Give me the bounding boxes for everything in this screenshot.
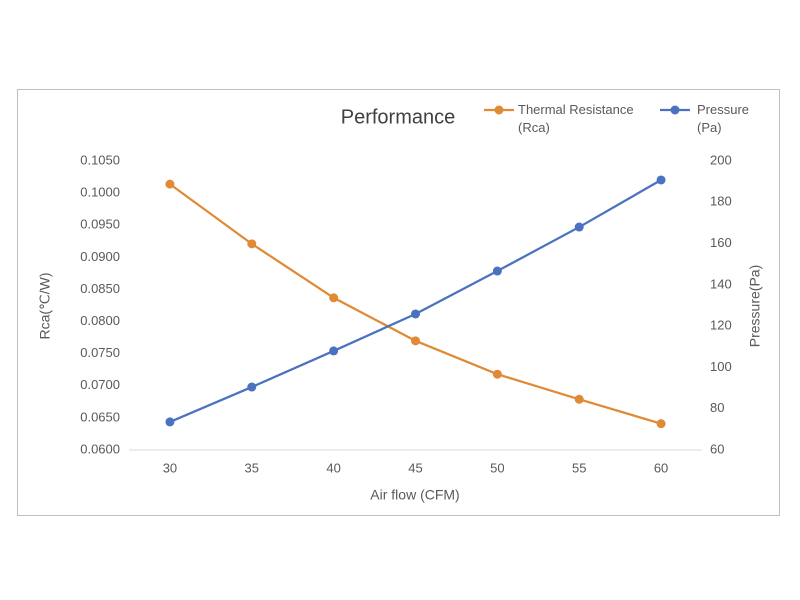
- y-tick-label: 0.1050: [80, 152, 120, 167]
- y-tick-label: 0.0700: [80, 377, 120, 392]
- data-point: [656, 419, 666, 429]
- data-point: [492, 369, 502, 379]
- y2-tick-label: 100: [710, 359, 732, 374]
- x-tick-label: 35: [245, 460, 259, 475]
- x-axis-title: Air flow (CFM): [370, 487, 459, 503]
- y2-tick-label: 120: [710, 318, 732, 333]
- legend-marker: [494, 105, 504, 115]
- data-point: [574, 394, 584, 404]
- y2-tick-label: 60: [710, 441, 724, 456]
- y2-tick-label: 160: [710, 235, 732, 250]
- y-tick-label: 0.0850: [80, 281, 120, 296]
- data-point: [247, 239, 257, 249]
- y-tick-label: 0.0900: [80, 249, 120, 264]
- x-tick-label: 45: [408, 460, 422, 475]
- data-point: [165, 417, 175, 427]
- data-point: [656, 175, 666, 185]
- x-tick-label: 55: [572, 460, 586, 475]
- chart-frame: [17, 89, 780, 516]
- data-point: [329, 346, 339, 356]
- data-point: [165, 179, 175, 189]
- y2-tick-label: 200: [710, 152, 732, 167]
- x-tick-label: 60: [654, 460, 668, 475]
- data-point: [411, 336, 420, 346]
- y-tick-label: 0.0750: [80, 345, 120, 360]
- y2-tick-label: 140: [710, 276, 732, 291]
- x-tick-label: 40: [326, 460, 340, 475]
- y2-axis-title: Pressure(Pa): [747, 265, 763, 347]
- x-tick-label: 30: [163, 460, 177, 475]
- legend-marker: [670, 105, 680, 115]
- chart-title: Performance: [341, 106, 456, 128]
- legend-label: Thermal Resistance (Rca): [518, 102, 634, 135]
- y-tick-label: 0.0650: [80, 409, 120, 424]
- x-tick-label: 50: [490, 460, 504, 475]
- y-tick-label: 0.0950: [80, 217, 120, 232]
- y2-tick-label: 80: [710, 400, 724, 415]
- data-point: [411, 309, 420, 319]
- legend-label: Pressure (Pa): [697, 102, 750, 135]
- y-tick-label: 0.1000: [80, 185, 120, 200]
- y-tick-label: 0.0800: [80, 313, 120, 328]
- data-point: [247, 382, 257, 392]
- data-point: [329, 293, 339, 303]
- y-tick-label: 0.0600: [80, 441, 120, 456]
- y2-tick-label: 180: [710, 194, 732, 209]
- y-axis-title: Rca(℃/W): [37, 272, 53, 339]
- data-point: [492, 266, 502, 276]
- data-point: [574, 222, 584, 232]
